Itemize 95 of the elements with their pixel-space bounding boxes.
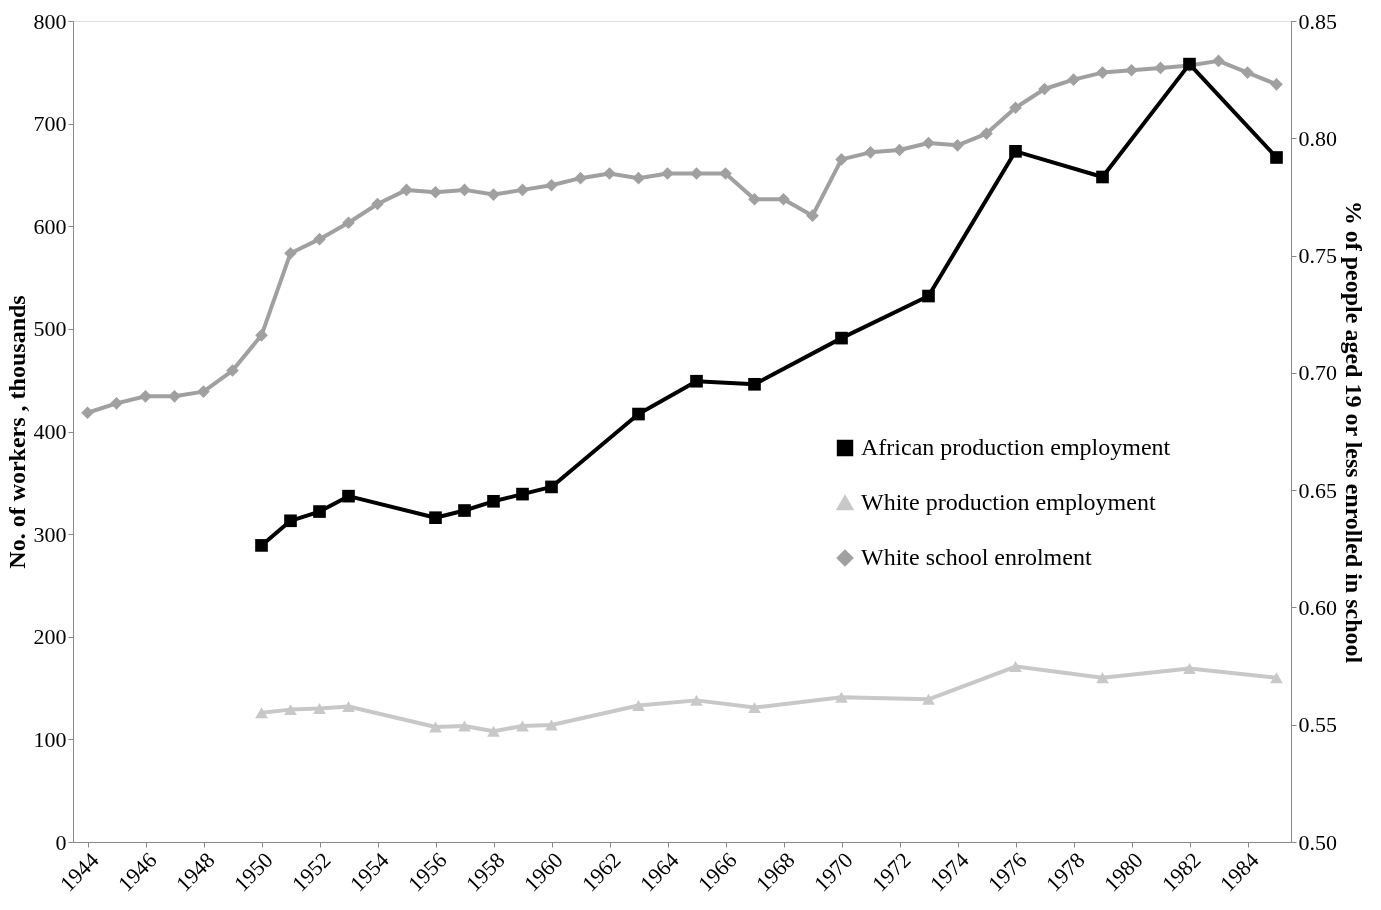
point: [1009, 145, 1022, 158]
point: [1154, 61, 1167, 75]
point: [255, 707, 268, 719]
point: [81, 406, 94, 420]
point: [864, 146, 877, 159]
point: [980, 127, 993, 140]
point: [458, 504, 471, 517]
point: [806, 209, 819, 223]
point: [516, 720, 529, 732]
point: [1270, 151, 1283, 164]
point: [313, 232, 326, 246]
point: [1067, 73, 1080, 86]
y2-tick-label: 0.70: [1298, 360, 1337, 386]
point: [1096, 672, 1109, 684]
y-tick-label: 0: [55, 829, 67, 855]
y2-tick-label: 0.60: [1298, 594, 1337, 620]
point: [1009, 101, 1022, 115]
point: [777, 192, 790, 206]
point: [545, 719, 558, 731]
point: [284, 246, 297, 260]
legend-label: African production employment: [861, 434, 1171, 460]
point: [168, 389, 181, 403]
point: [1009, 661, 1022, 672]
point: [284, 704, 297, 716]
y2-tick-label: 0.85: [1298, 8, 1337, 34]
y-axis-title: No. of workers , thousands: [3, 295, 30, 569]
point: [255, 329, 268, 342]
y2-tick-label: 0.50: [1298, 829, 1337, 855]
point: [516, 183, 529, 197]
point: [835, 691, 848, 703]
point: [748, 377, 761, 391]
y2-tick-label: 0.65: [1298, 477, 1337, 503]
point: [371, 197, 384, 211]
point: [603, 167, 616, 180]
point: [748, 702, 761, 714]
point: [545, 178, 558, 192]
point: [342, 216, 355, 230]
point: [429, 511, 442, 525]
point: [748, 192, 761, 206]
point: [139, 389, 152, 403]
point: [1212, 54, 1225, 68]
point: [313, 505, 326, 518]
point: [951, 139, 964, 152]
point: [893, 143, 906, 157]
point: [574, 171, 587, 185]
point: [197, 385, 210, 398]
point: [835, 331, 848, 345]
point: [284, 514, 297, 528]
point: [632, 407, 645, 421]
point: [342, 489, 355, 503]
point: [487, 725, 500, 737]
point: [632, 171, 645, 185]
y2-tick-label: 0.75: [1298, 243, 1337, 269]
point: [690, 374, 703, 388]
point: [1270, 78, 1283, 91]
point: [458, 720, 471, 732]
point: [922, 289, 935, 303]
legend-label: White school enrolment: [861, 544, 1092, 570]
y-tick-label: 500: [33, 316, 67, 342]
point: [458, 183, 471, 197]
y-tick-label: 400: [33, 419, 67, 444]
point: [1096, 66, 1109, 79]
point: [1125, 63, 1138, 77]
legend-label: White production employment: [861, 489, 1156, 515]
point: [835, 153, 848, 166]
point: [429, 185, 442, 199]
point: [922, 693, 935, 705]
point: [255, 539, 268, 552]
point: [400, 183, 413, 197]
point: [1241, 66, 1254, 79]
point: [1096, 170, 1109, 184]
y2-tick-label: 0.80: [1298, 125, 1337, 151]
point: [1183, 663, 1196, 675]
y-tick-label: 600: [33, 213, 67, 239]
y-tick-label: 200: [33, 624, 67, 650]
y-tick-label: 700: [33, 111, 67, 137]
point: [690, 694, 703, 706]
point: [516, 487, 529, 501]
point: [342, 701, 355, 713]
y2-tick-label: 0.55: [1298, 712, 1337, 738]
point: [313, 703, 326, 715]
point: [429, 721, 442, 733]
point: [226, 364, 239, 377]
y-tick-label: 100: [33, 726, 67, 752]
point: [922, 136, 935, 150]
point: [632, 700, 645, 711]
y2-axis-title: % of people aged 19 or less enrolled in school: [1341, 200, 1367, 664]
y-tick-label: 800: [33, 8, 67, 34]
y-tick-label: 300: [33, 521, 67, 547]
point: [1270, 672, 1283, 684]
point: [1038, 82, 1051, 96]
point: [545, 480, 558, 494]
point: [110, 397, 123, 410]
point: [487, 188, 500, 201]
point: [487, 494, 500, 508]
